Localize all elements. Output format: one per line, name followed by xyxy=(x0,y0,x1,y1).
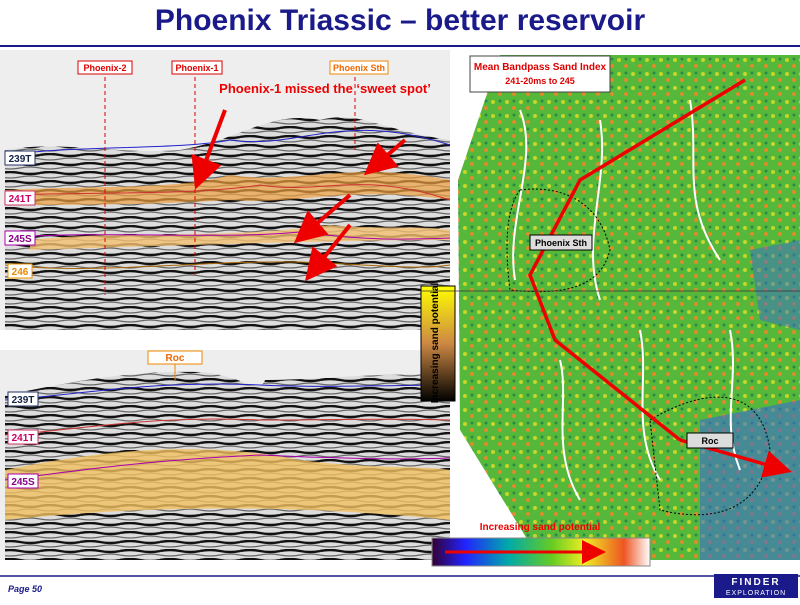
map-label: Roc xyxy=(701,436,718,446)
well-label: Phoenix-2 xyxy=(83,63,126,73)
seismic-bottom xyxy=(0,350,451,560)
horizon-label: 241T xyxy=(12,433,35,444)
horizon-label: 245S xyxy=(8,234,32,245)
horizon-label: 239T xyxy=(12,395,35,406)
horizon-label: 241T xyxy=(9,194,32,205)
horizon-label: 239T xyxy=(9,154,32,165)
logo: FINDER EXPLORATION xyxy=(714,574,798,598)
map-legend: Increasing sand potential xyxy=(431,522,651,567)
logo-text: EXPLORATION xyxy=(726,590,786,597)
horizon-label: 245S xyxy=(11,477,35,488)
well-label: Phoenix Sth xyxy=(333,63,385,73)
well-label: Phoenix-1 xyxy=(175,63,218,73)
page-number: Page 50 xyxy=(8,584,42,594)
map-title: Mean Bandpass Sand Index xyxy=(474,62,607,73)
horizon-label: 246 xyxy=(12,267,29,278)
map-subtitle: 241-20ms to 245 xyxy=(505,76,575,86)
seismic-top xyxy=(0,50,451,331)
side-legend: Increasing sand potential xyxy=(420,282,456,403)
logo-text: FINDER xyxy=(731,577,780,588)
title: Phoenix Triassic – better reservoir xyxy=(155,4,646,37)
legend-label: Increasing sand potential xyxy=(480,522,601,533)
legend-label: Increasing sand potential xyxy=(430,282,441,403)
arrows xyxy=(191,109,407,282)
well-label: Roc xyxy=(166,353,185,364)
annotation: Phoenix-1 missed the ‘sweet spot’ xyxy=(219,81,431,96)
map-label: Phoenix Sth xyxy=(535,238,587,248)
map: Mean Bandpass Sand Index 241-20ms to 245… xyxy=(458,55,800,560)
